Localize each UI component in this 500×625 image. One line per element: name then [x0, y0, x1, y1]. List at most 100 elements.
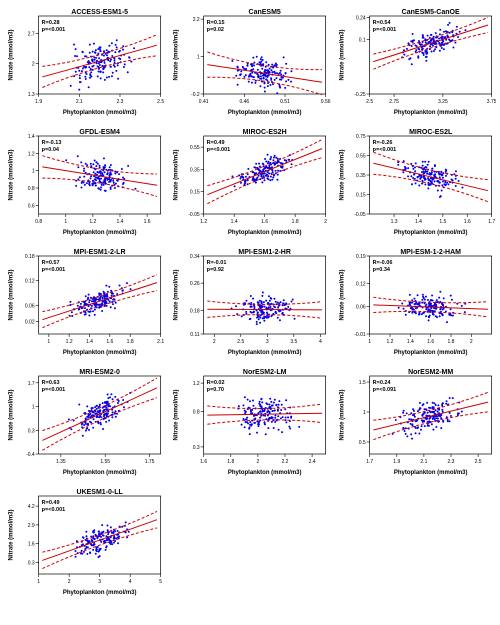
svg-text:Nitrate (mmol/m3): Nitrate (mmol/m3) — [339, 29, 345, 80]
svg-text:1.2: 1.2 — [193, 381, 200, 387]
svg-text:Phytoplankton (mmol/m3): Phytoplankton (mmol/m3) — [228, 350, 302, 356]
svg-text:0.34: 0.34 — [190, 254, 200, 260]
scatter-panel: 0.410.460.510.56-0.212.2Phytoplankton (m… — [169, 4, 330, 120]
svg-text:2.9: 2.9 — [28, 523, 35, 529]
svg-text:2.3: 2.3 — [117, 99, 124, 105]
svg-text:R=0.24: R=0.24 — [372, 380, 391, 386]
svg-text:0.06: 0.06 — [356, 305, 366, 311]
svg-text:1: 1 — [64, 219, 67, 225]
svg-text:2.5: 2.5 — [474, 459, 481, 465]
svg-text:2.1: 2.1 — [420, 459, 427, 465]
svg-text:1.2: 1.2 — [89, 219, 96, 225]
svg-text:Phytoplankton (mmol/m3): Phytoplankton (mmol/m3) — [393, 350, 467, 356]
svg-text:-0.25: -0.25 — [354, 92, 366, 98]
svg-text:p=0.34: p=0.34 — [372, 267, 390, 273]
svg-text:p=<0.001: p=<0.001 — [372, 27, 396, 33]
scatter-panel: 1.61.822.22.40.30.81.2Phytoplankton (mmo… — [169, 364, 330, 480]
svg-text:1.4: 1.4 — [86, 339, 93, 345]
svg-text:1.55: 1.55 — [100, 459, 110, 465]
svg-text:Nitrate (mmol/m3): Nitrate (mmol/m3) — [174, 269, 180, 320]
svg-text:0.18: 0.18 — [190, 308, 200, 314]
svg-text:0.12: 0.12 — [356, 281, 366, 287]
svg-text:0.06: 0.06 — [25, 303, 35, 309]
svg-text:0.12: 0.12 — [25, 279, 35, 285]
svg-text:0.15: 0.15 — [190, 190, 200, 196]
svg-text:Nitrate (mmol/m3): Nitrate (mmol/m3) — [339, 149, 345, 200]
svg-text:2: 2 — [32, 62, 35, 68]
svg-text:NorESM2-LM: NorESM2-LM — [243, 369, 287, 376]
svg-text:2.1: 2.1 — [76, 99, 83, 105]
svg-text:p=<0.001: p=<0.001 — [42, 507, 66, 513]
svg-text:Phytoplankton (mmol/m3): Phytoplankton (mmol/m3) — [63, 230, 137, 236]
svg-text:p=<0.001: p=<0.001 — [42, 387, 66, 393]
svg-text:R=0.54: R=0.54 — [372, 20, 391, 26]
svg-text:MIROC-ES2H: MIROC-ES2H — [243, 129, 287, 136]
svg-text:0.02: 0.02 — [25, 320, 35, 326]
svg-text:1: 1 — [363, 410, 366, 416]
svg-text:UKESM1-0-LL: UKESM1-0-LL — [77, 489, 124, 496]
svg-text:MRI-ESM2-0: MRI-ESM2-0 — [79, 369, 120, 376]
svg-text:0.3: 0.3 — [28, 560, 35, 566]
svg-text:1: 1 — [32, 169, 35, 175]
scatter-panel: 1.21.41.61.82-0.050.150.350.55Phytoplank… — [169, 124, 330, 240]
svg-text:0.3: 0.3 — [193, 445, 200, 451]
svg-text:p=0.02: p=0.02 — [207, 27, 224, 33]
svg-text:Phytoplankton (mmol/m3): Phytoplankton (mmol/m3) — [228, 110, 302, 116]
svg-text:R=-0.26: R=-0.26 — [372, 140, 392, 146]
svg-text:1.4: 1.4 — [231, 219, 238, 225]
svg-text:1.2: 1.2 — [386, 339, 393, 345]
svg-text:3: 3 — [98, 579, 101, 585]
svg-text:1.35: 1.35 — [56, 459, 66, 465]
svg-text:4.2: 4.2 — [28, 504, 35, 510]
svg-text:1.6: 1.6 — [144, 219, 151, 225]
svg-text:1.5: 1.5 — [358, 380, 365, 386]
scatter-panel: 1.31.41.51.61.7-0.050.150.350.550.75Phyt… — [335, 124, 496, 240]
scatter-panel: 1.351.551.75-0.40.311.7Phytoplankton (mm… — [4, 364, 165, 480]
svg-text:1.7: 1.7 — [366, 459, 373, 465]
svg-text:p=0.70: p=0.70 — [207, 387, 224, 393]
svg-text:MIROC-ES2L: MIROC-ES2L — [409, 129, 453, 136]
svg-text:3.5: 3.5 — [291, 339, 298, 345]
svg-text:Nitrate (mmol/m3): Nitrate (mmol/m3) — [9, 389, 15, 440]
scatter-panel: 22.533.540.110.180.260.34Phytoplankton (… — [169, 244, 330, 360]
svg-text:R=0.02: R=0.02 — [207, 380, 225, 386]
svg-text:0.35: 0.35 — [190, 167, 200, 173]
svg-text:-0.05: -0.05 — [189, 212, 201, 218]
svg-text:2: 2 — [213, 339, 216, 345]
svg-text:R=0.63: R=0.63 — [42, 380, 60, 386]
svg-text:4: 4 — [319, 339, 322, 345]
svg-text:0.18: 0.18 — [25, 254, 35, 260]
svg-text:2.5: 2.5 — [366, 99, 373, 105]
scatter-panel: 11.21.41.61.82.10.020.060.120.18Phytopla… — [4, 244, 165, 360]
svg-text:0.3: 0.3 — [28, 428, 35, 434]
scatter-grid: 1.92.12.32.51.322.7Phytoplankton (mmol/m… — [4, 4, 496, 600]
scatter-panel: 0.811.21.41.60.60.811.21.4Phytoplankton … — [4, 124, 165, 240]
svg-text:Phytoplankton (mmol/m3): Phytoplankton (mmol/m3) — [63, 470, 137, 476]
svg-text:1.4: 1.4 — [28, 134, 35, 140]
svg-text:2.7: 2.7 — [28, 31, 35, 37]
svg-text:ACCESS-ESM1-5: ACCESS-ESM1-5 — [71, 9, 128, 16]
svg-text:p=<0.001: p=<0.001 — [207, 147, 231, 153]
svg-text:Nitrate (mmol/m3): Nitrate (mmol/m3) — [174, 389, 180, 440]
svg-text:p=<0.001: p=<0.001 — [42, 267, 66, 273]
svg-text:2.5: 2.5 — [157, 99, 164, 105]
svg-text:Nitrate (mmol/m3): Nitrate (mmol/m3) — [339, 269, 345, 320]
svg-text:0.46: 0.46 — [240, 99, 250, 105]
svg-text:Nitrate (mmol/m3): Nitrate (mmol/m3) — [9, 29, 15, 80]
svg-text:-0.05: -0.05 — [354, 212, 366, 218]
svg-text:1: 1 — [32, 405, 35, 411]
svg-text:Nitrate (mmol/m3): Nitrate (mmol/m3) — [174, 149, 180, 200]
svg-text:Phytoplankton (mmol/m3): Phytoplankton (mmol/m3) — [228, 230, 302, 236]
svg-text:3.25: 3.25 — [438, 99, 448, 105]
svg-text:GFDL-ESM4: GFDL-ESM4 — [79, 129, 120, 136]
svg-text:Phytoplankton (mmol/m3): Phytoplankton (mmol/m3) — [393, 470, 467, 476]
svg-text:1.4: 1.4 — [407, 339, 414, 345]
svg-text:0.56: 0.56 — [321, 99, 331, 105]
svg-text:4: 4 — [129, 579, 132, 585]
svg-text:NorESM2-MM: NorESM2-MM — [408, 369, 453, 376]
svg-text:MPI-ESM-1-2-HAM: MPI-ESM-1-2-HAM — [400, 249, 461, 256]
svg-text:1.2: 1.2 — [201, 219, 208, 225]
svg-text:R=0.57: R=0.57 — [42, 260, 60, 266]
svg-text:0.26: 0.26 — [190, 281, 200, 287]
svg-text:R=-0.01: R=-0.01 — [207, 260, 227, 266]
